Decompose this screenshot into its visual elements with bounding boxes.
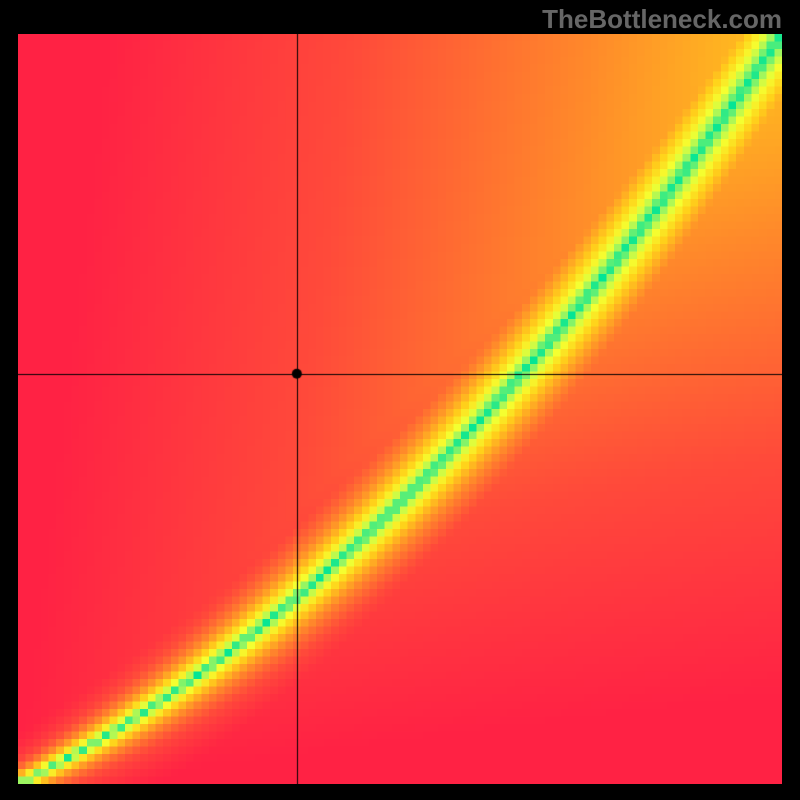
bottleneck-heatmap (18, 34, 782, 784)
chart-container: TheBottleneck.com (0, 0, 800, 800)
watermark-text: TheBottleneck.com (542, 4, 782, 35)
